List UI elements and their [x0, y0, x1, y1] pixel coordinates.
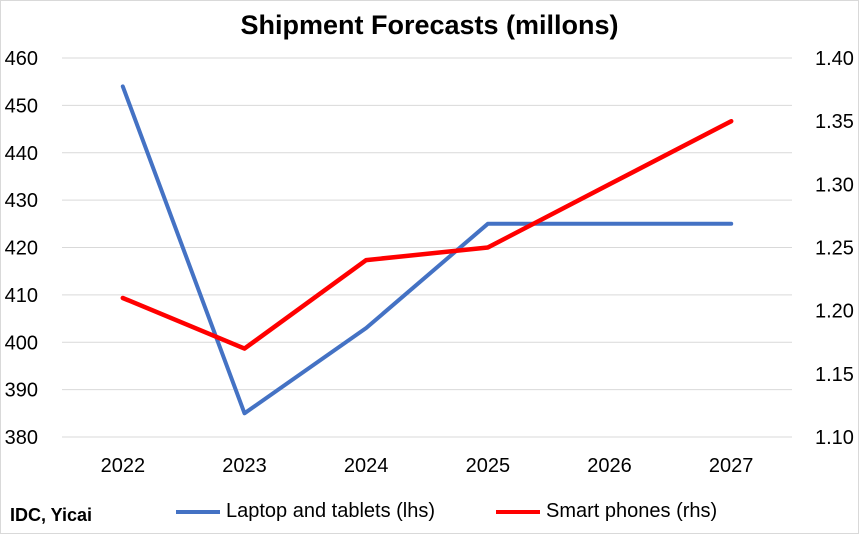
- legend-item-laptop: Laptop and tablets (lhs): [176, 500, 435, 523]
- left-tick-label: 420: [5, 238, 38, 260]
- left-tick-label: 430: [5, 190, 38, 212]
- legend-label-laptop: Laptop and tablets (lhs): [226, 500, 436, 522]
- x-tick-label: 2022: [101, 455, 146, 477]
- left-tick-label: 410: [5, 285, 38, 307]
- left-tick-label: 440: [5, 143, 38, 165]
- right-axis-ticks: 1.10 1.15 1.20 1.25 1.30 1.35 1.40: [815, 48, 854, 449]
- x-tick-label: 2023: [222, 455, 267, 477]
- x-tick-label: 2026: [587, 455, 632, 477]
- x-tick-label: 2027: [709, 455, 754, 477]
- right-tick-label: 1.30: [815, 174, 854, 196]
- legend-swatch-laptop: [176, 509, 220, 514]
- x-tick-label: 2025: [466, 455, 511, 477]
- left-axis-ticks: 380 390 400 410 420 430 440 450 460: [5, 48, 38, 449]
- right-tick-label: 1.10: [815, 427, 854, 449]
- series-lines: [120, 84, 734, 416]
- legend-label-phones: Smart phones (rhs): [546, 500, 718, 522]
- legend-swatch-phones: [496, 509, 540, 514]
- right-tick-label: 1.40: [815, 48, 854, 70]
- right-tick-label: 1.25: [815, 238, 854, 260]
- left-tick-label: 390: [5, 380, 38, 402]
- left-tick-label: 400: [5, 332, 38, 354]
- right-tick-label: 1.15: [815, 364, 854, 386]
- legend-item-phones: Smart phones (rhs): [496, 500, 717, 523]
- series-line-laptop: [120, 84, 734, 416]
- left-tick-label: 380: [5, 427, 38, 449]
- x-axis-ticks: 2022 2023 2024 2025 2026 2027: [101, 455, 754, 477]
- chart-title: Shipment Forecasts (millons): [240, 10, 619, 40]
- x-tick-label: 2024: [344, 455, 389, 477]
- left-tick-label: 450: [5, 95, 38, 117]
- right-tick-label: 1.35: [815, 111, 854, 133]
- right-tick-label: 1.20: [815, 301, 854, 323]
- left-tick-label: 460: [5, 48, 38, 70]
- series-line-phones: [120, 118, 734, 351]
- source-label: IDC, Yicai: [10, 505, 93, 525]
- gridlines: [62, 57, 792, 438]
